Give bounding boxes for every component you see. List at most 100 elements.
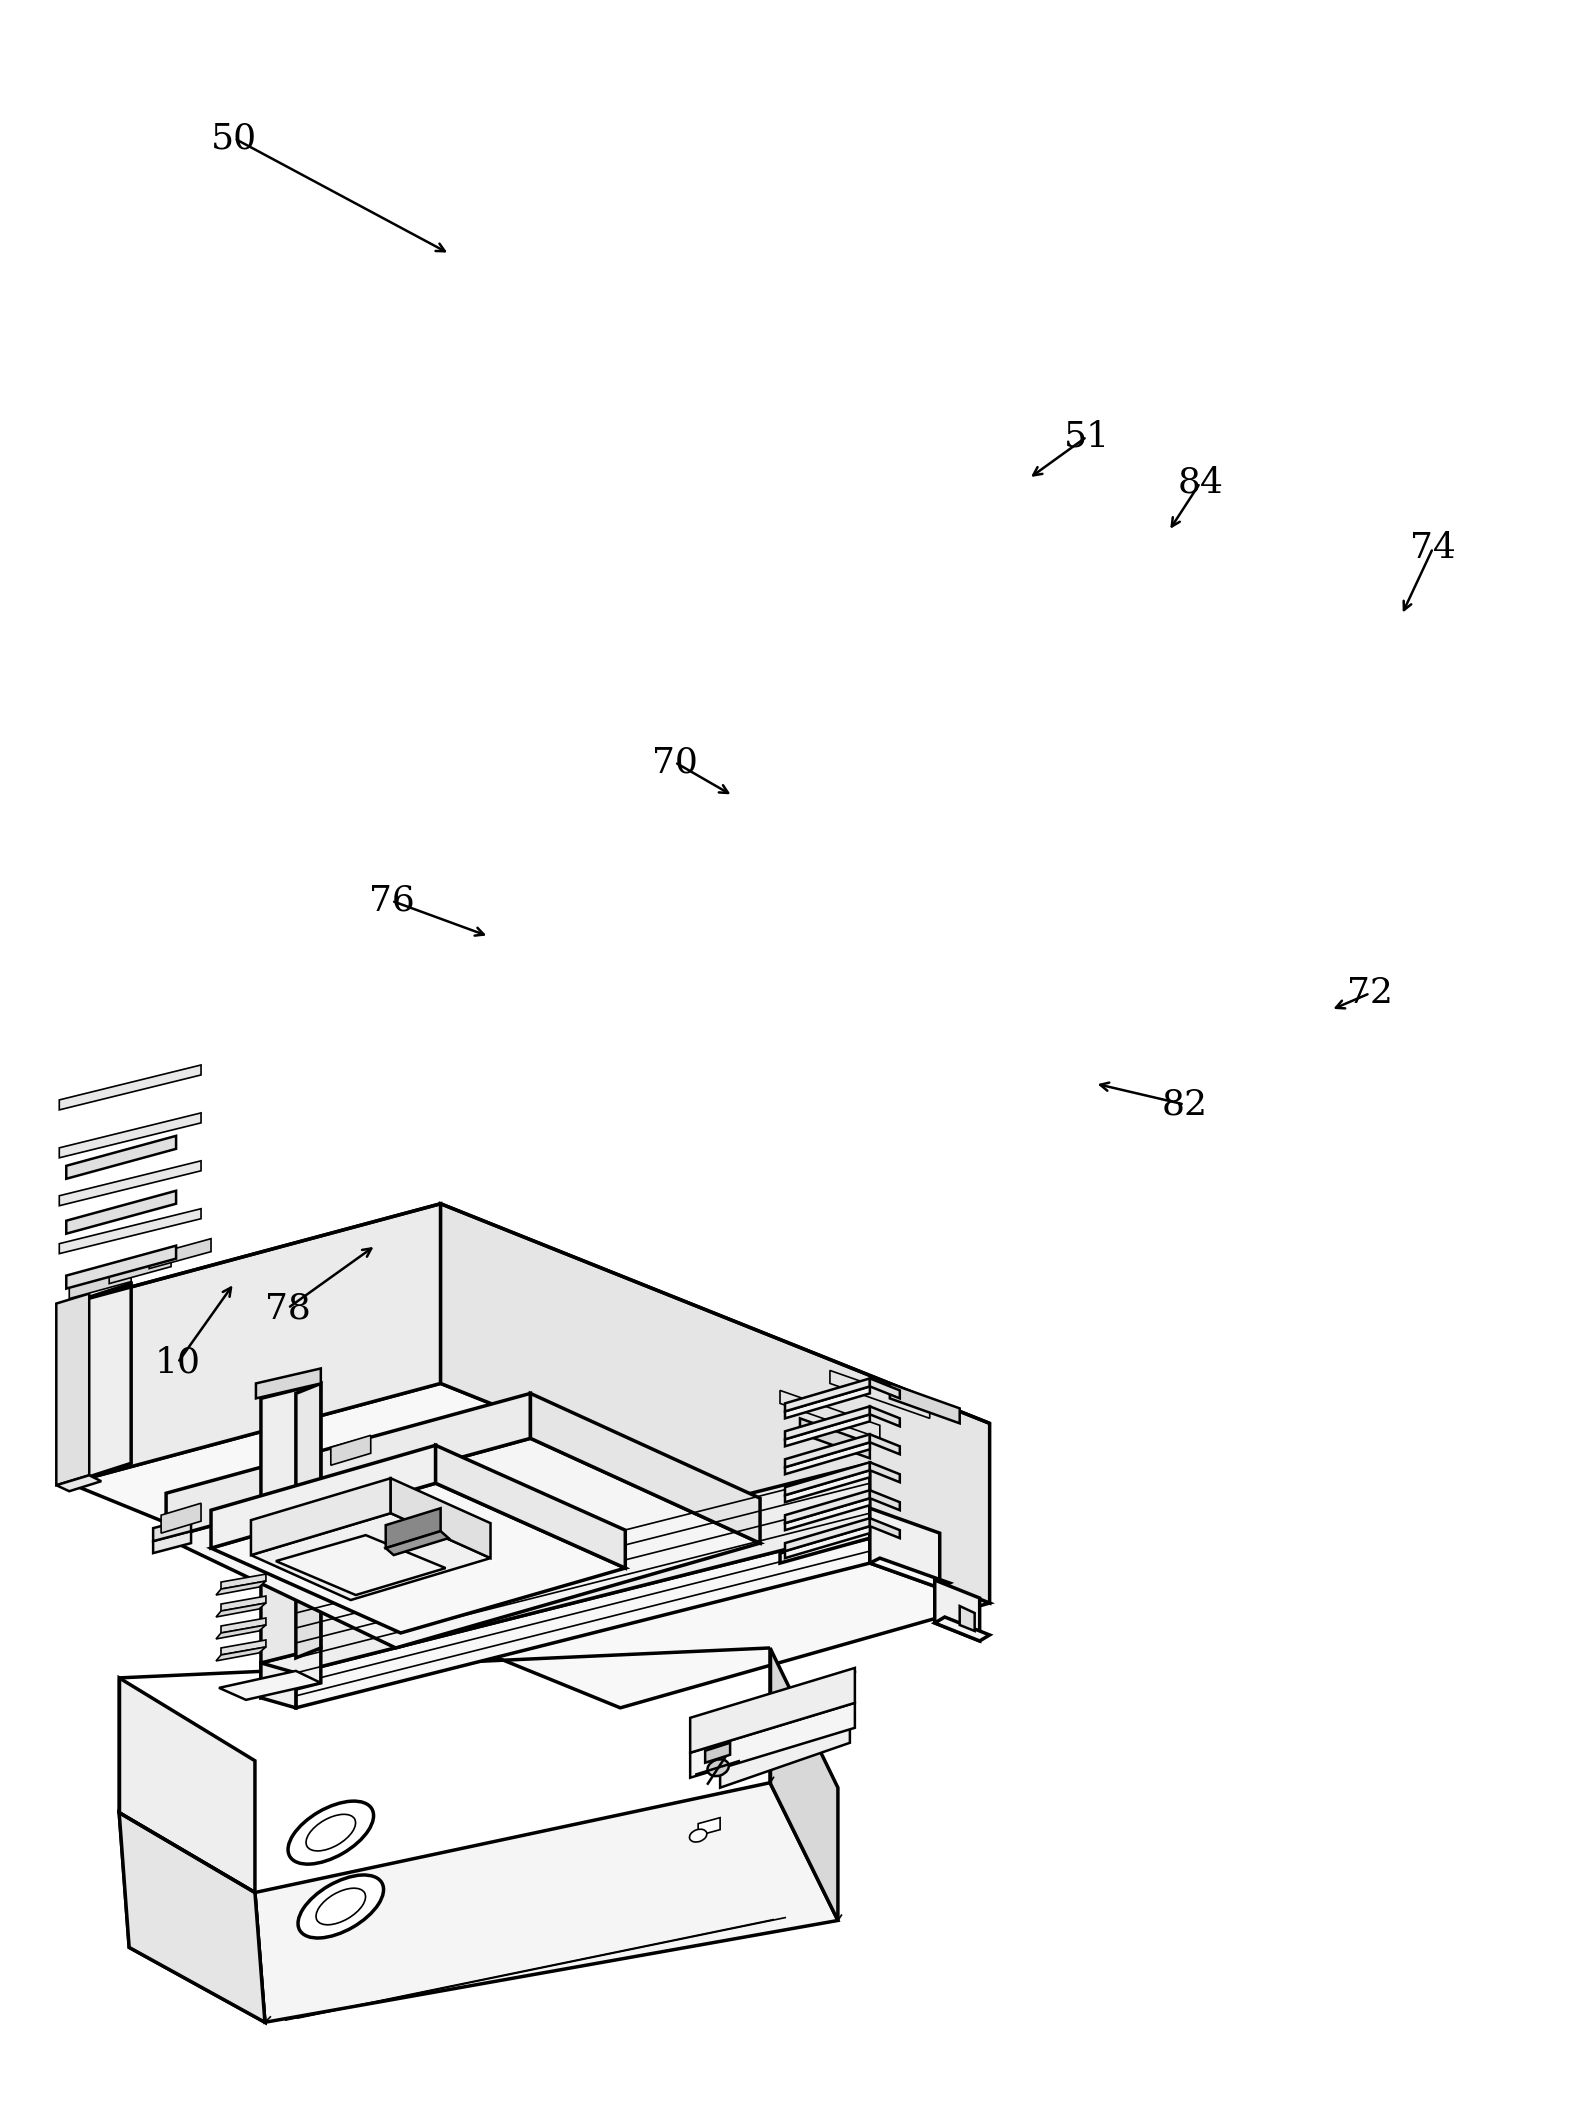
Ellipse shape	[288, 1801, 374, 1864]
Text: 76: 76	[369, 884, 414, 917]
Polygon shape	[216, 1647, 266, 1660]
Polygon shape	[57, 1294, 90, 1485]
Polygon shape	[870, 1378, 900, 1399]
Polygon shape	[698, 1818, 720, 1835]
Polygon shape	[120, 1814, 265, 2022]
Polygon shape	[255, 1782, 838, 2022]
Polygon shape	[153, 1532, 191, 1553]
Polygon shape	[331, 1435, 370, 1464]
Polygon shape	[801, 1418, 870, 1458]
Polygon shape	[870, 1519, 900, 1538]
Polygon shape	[296, 1528, 870, 1708]
Polygon shape	[441, 1203, 990, 1603]
Polygon shape	[216, 1603, 266, 1618]
Text: 84: 84	[1177, 465, 1223, 501]
Polygon shape	[120, 1677, 255, 1891]
Text: 74: 74	[1411, 530, 1456, 566]
Polygon shape	[211, 1445, 435, 1549]
Polygon shape	[780, 1391, 879, 1439]
Polygon shape	[216, 1580, 266, 1595]
Polygon shape	[780, 1528, 870, 1563]
Polygon shape	[262, 1662, 296, 1708]
Polygon shape	[165, 1439, 760, 1647]
Polygon shape	[785, 1462, 870, 1496]
Polygon shape	[60, 1113, 202, 1157]
Polygon shape	[870, 1559, 950, 1589]
Polygon shape	[60, 1161, 202, 1206]
Polygon shape	[161, 1502, 202, 1534]
Polygon shape	[120, 1814, 265, 2022]
Text: 72: 72	[1347, 976, 1393, 1010]
Polygon shape	[165, 1393, 531, 1538]
Polygon shape	[66, 1136, 177, 1178]
Polygon shape	[262, 1513, 322, 1662]
Polygon shape	[690, 1668, 854, 1753]
Polygon shape	[386, 1509, 441, 1549]
Ellipse shape	[689, 1828, 708, 1841]
Polygon shape	[704, 1742, 730, 1763]
Polygon shape	[60, 1208, 202, 1254]
Polygon shape	[66, 1246, 177, 1288]
Polygon shape	[276, 1536, 446, 1595]
Ellipse shape	[708, 1759, 728, 1776]
Polygon shape	[935, 1580, 980, 1641]
Polygon shape	[785, 1435, 870, 1466]
Polygon shape	[296, 1513, 322, 1658]
Polygon shape	[870, 1405, 900, 1427]
Polygon shape	[69, 1269, 131, 1298]
Polygon shape	[221, 1597, 266, 1612]
Polygon shape	[870, 1509, 939, 1589]
Polygon shape	[221, 1574, 266, 1589]
Polygon shape	[785, 1443, 870, 1475]
Text: 70: 70	[652, 745, 698, 778]
Polygon shape	[262, 1384, 322, 1528]
Polygon shape	[785, 1414, 870, 1445]
Polygon shape	[386, 1532, 449, 1555]
Ellipse shape	[317, 1887, 366, 1925]
Polygon shape	[785, 1405, 870, 1439]
Polygon shape	[109, 1254, 172, 1283]
Polygon shape	[391, 1479, 490, 1559]
Polygon shape	[66, 1191, 177, 1233]
Polygon shape	[153, 1519, 191, 1540]
Polygon shape	[785, 1378, 870, 1412]
Text: 78: 78	[265, 1292, 310, 1326]
Polygon shape	[211, 1483, 626, 1633]
Polygon shape	[785, 1519, 870, 1551]
Polygon shape	[785, 1471, 870, 1502]
Polygon shape	[221, 1639, 266, 1656]
Polygon shape	[150, 1239, 211, 1269]
Polygon shape	[57, 1475, 101, 1492]
Polygon shape	[69, 1384, 990, 1708]
Polygon shape	[785, 1387, 870, 1418]
Polygon shape	[960, 1605, 974, 1631]
Polygon shape	[69, 1203, 441, 1483]
Text: 10: 10	[154, 1347, 200, 1380]
Text: 82: 82	[1162, 1088, 1207, 1121]
Polygon shape	[255, 1498, 322, 1528]
Ellipse shape	[298, 1875, 383, 1938]
Polygon shape	[255, 1368, 322, 1399]
Polygon shape	[935, 1618, 990, 1641]
Polygon shape	[296, 1462, 870, 1673]
Polygon shape	[785, 1525, 870, 1559]
Polygon shape	[216, 1624, 266, 1639]
Polygon shape	[60, 1065, 202, 1111]
Polygon shape	[771, 1647, 838, 1921]
Polygon shape	[531, 1393, 760, 1542]
Polygon shape	[690, 1702, 854, 1778]
Polygon shape	[890, 1384, 960, 1422]
Polygon shape	[870, 1435, 900, 1454]
Polygon shape	[785, 1490, 870, 1523]
Text: 50: 50	[211, 122, 257, 156]
Polygon shape	[720, 1673, 854, 1753]
Ellipse shape	[306, 1814, 356, 1852]
Polygon shape	[251, 1513, 490, 1599]
Polygon shape	[69, 1283, 131, 1483]
Polygon shape	[221, 1618, 266, 1633]
Polygon shape	[251, 1479, 391, 1555]
Polygon shape	[435, 1445, 626, 1567]
Polygon shape	[219, 1671, 322, 1700]
Polygon shape	[831, 1370, 930, 1418]
Polygon shape	[720, 1708, 849, 1788]
